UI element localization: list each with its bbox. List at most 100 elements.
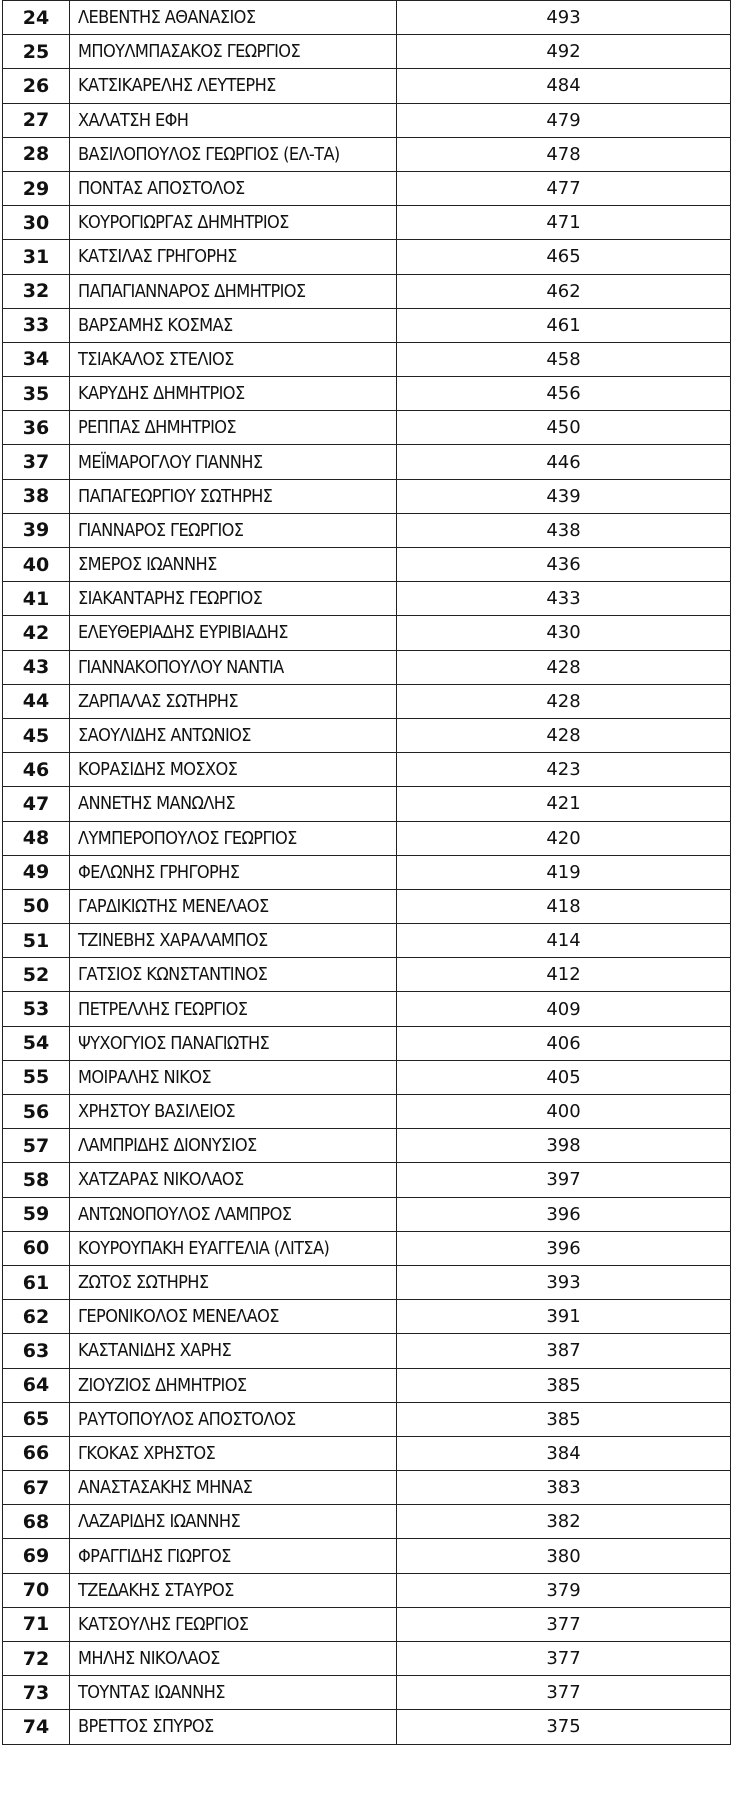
rank-cell: 29 xyxy=(2,170,70,207)
table-row: 37 ΜΕΪΜΑΡΟΓΛΟΥ ΓΙΑΝΝΗΣ 446 xyxy=(2,444,731,480)
table-row: 54 ΨΥΧΟΓΥΙΟΣ ΠΑΝΑΓΙΩΤΗΣ 406 xyxy=(2,1025,731,1061)
rank-cell: 50 xyxy=(2,888,70,925)
rank-cell: 57 xyxy=(2,1128,70,1164)
name-cell: ΑΝΝΕΤΗΣ ΜΑΝΩΛΗΣ xyxy=(69,786,397,822)
rank-cell: 73 xyxy=(2,1675,70,1711)
votes-cell: 398 xyxy=(396,1128,731,1164)
table-row: 36 ΡΕΠΠΑΣ ΔΗΜΗΤΡΙΟΣ 450 xyxy=(2,410,731,446)
votes-cell: 384 xyxy=(396,1435,731,1472)
votes-cell: 478 xyxy=(396,136,731,172)
table-row: 52 ΓΑΤΣΙΟΣ ΚΩΝΣΤΑΝΤΙΝΟΣ 412 xyxy=(2,957,731,993)
table-row: 60 ΚΟΥΡΟΥΠΑΚΗ ΕΥΑΓΓΕΛΙΑ (ΛΙΤΣΑ) 396 xyxy=(2,1230,731,1266)
table-row: 33 ΒΑΡΣΑΜΗΣ ΚΟΣΜΑΣ 461 xyxy=(2,307,731,343)
name-cell: ΒΡΕΤΤΟΣ ΣΠΥΡΟΣ xyxy=(69,1709,397,1745)
rank-cell: 33 xyxy=(2,307,70,343)
table-row: 44 ΖΑΡΠΑΛΑΣ ΣΩΤΗΡΗΣ 428 xyxy=(2,683,731,719)
votes-cell: 391 xyxy=(396,1299,731,1335)
rank-cell: 35 xyxy=(2,376,70,412)
votes-cell: 461 xyxy=(396,307,731,343)
votes-cell: 479 xyxy=(396,102,731,138)
rank-cell: 62 xyxy=(2,1299,70,1335)
table-row: 31 ΚΑΤΣΙΛΑΣ ΓΡΗΓΟΡΗΣ 465 xyxy=(2,239,731,275)
name-cell: ΣΜΕΡΟΣ ΙΩΑΝΝΗΣ xyxy=(69,546,397,583)
rank-cell: 74 xyxy=(2,1709,70,1745)
table-row: 32 ΠΑΠΑΓΙΑΝΝΑΡΟΣ ΔΗΜΗΤΡΙΟΣ 462 xyxy=(2,273,731,309)
results-table: 24 ΛΕΒΕΝΤΗΣ ΑΘΑΝΑΣΙΟΣ 493 25 ΜΠΟΥΛΜΠΑΣΑΚΟΣ Γ… xyxy=(2,0,731,1745)
name-cell: ΚΑΤΣΙΛΑΣ ΓΡΗΓΟΡΗΣ xyxy=(69,239,397,275)
rank-cell: 64 xyxy=(2,1367,70,1403)
name-cell: ΖΙΟΥΖΙΟΣ ΔΗΜΗΤΡΙΟΣ xyxy=(69,1367,397,1403)
votes-cell: 385 xyxy=(396,1401,731,1437)
name-cell: ΕΛΕΥΘΕΡΙΑΔΗΣ ΕΥΡΙΒΙΑΔΗΣ xyxy=(69,615,397,651)
rank-cell: 55 xyxy=(2,1059,70,1096)
table-row: 67 ΑΝΑΣΤΑΣΑΚΗΣ ΜΗΝΑΣ 383 xyxy=(2,1470,731,1506)
name-cell: ΦΡΑΓΓΙΔΗΣ ΓΙΩΡΓΟΣ xyxy=(69,1538,397,1574)
rank-cell: 61 xyxy=(2,1264,70,1301)
table-row: 61 ΖΩΤΟΣ ΣΩΤΗΡΗΣ 393 xyxy=(2,1264,731,1301)
rank-cell: 63 xyxy=(2,1333,70,1369)
table-row: 49 ΦΕΛΩΝΗΣ ΓΡΗΓΟΡΗΣ 419 xyxy=(2,854,731,890)
votes-cell: 433 xyxy=(396,581,731,617)
table-row: 55 ΜΟΙΡΑΛΗΣ ΝΙΚΟΣ 405 xyxy=(2,1059,731,1096)
votes-cell: 456 xyxy=(396,376,731,412)
rank-cell: 49 xyxy=(2,854,70,890)
votes-cell: 430 xyxy=(396,615,731,651)
rank-cell: 69 xyxy=(2,1538,70,1574)
table-row: 40 ΣΜΕΡΟΣ ΙΩΑΝΝΗΣ 436 xyxy=(2,546,731,583)
votes-cell: 421 xyxy=(396,786,731,822)
rank-cell: 71 xyxy=(2,1606,70,1643)
rank-cell: 53 xyxy=(2,991,70,1027)
votes-cell: 383 xyxy=(396,1470,731,1506)
rank-cell: 54 xyxy=(2,1025,70,1061)
name-cell: ΜΠΟΥΛΜΠΑΣΑΚΟΣ ΓΕΩΡΓΙΟΣ xyxy=(69,34,397,70)
rank-cell: 44 xyxy=(2,683,70,719)
votes-cell: 377 xyxy=(396,1640,731,1677)
rank-cell: 68 xyxy=(2,1504,70,1540)
table-row: 56 ΧΡΗΣΤΟΥ ΒΑΣΙΛΕΙΟΣ 400 xyxy=(2,1093,731,1130)
votes-cell: 465 xyxy=(396,239,731,275)
name-cell: ΚΑΤΣΙΚΑΡΕΛΗΣ ΛΕΥΤΕΡΗΣ xyxy=(69,68,397,104)
rank-cell: 30 xyxy=(2,205,70,241)
votes-cell: 420 xyxy=(396,820,731,856)
table-row: 72 ΜΗΛΗΣ ΝΙΚΟΛΑΟΣ 377 xyxy=(2,1640,731,1677)
votes-cell: 438 xyxy=(396,512,731,549)
name-cell: ΑΝΤΩΝΟΠΟΥΛΟΣ ΛΑΜΠΡΟΣ xyxy=(69,1196,397,1232)
name-cell: ΛΑΖΑΡΙΔΗΣ ΙΩΑΝΝΗΣ xyxy=(69,1504,397,1540)
name-cell: ΧΡΗΣΤΟΥ ΒΑΣΙΛΕΙΟΣ xyxy=(69,1093,397,1130)
name-cell: ΣΑΟΥΛΙΔΗΣ ΑΝΤΩΝΙΟΣ xyxy=(69,717,397,754)
name-cell: ΤΣΙΑΚΑΛΟΣ ΣΤΕΛΙΟΣ xyxy=(69,341,397,378)
name-cell: ΓΙΑΝΝΑΚΟΠΟΥΛΟΥ ΝΑΝΤΙΑ xyxy=(69,649,397,685)
rank-cell: 31 xyxy=(2,239,70,275)
name-cell: ΚΟΥΡΟΥΠΑΚΗ ΕΥΑΓΓΕΛΙΑ (ΛΙΤΣΑ) xyxy=(69,1230,397,1266)
name-cell: ΖΩΤΟΣ ΣΩΤΗΡΗΣ xyxy=(69,1264,397,1301)
votes-cell: 396 xyxy=(396,1196,731,1232)
table-row: 34 ΤΣΙΑΚΑΛΟΣ ΣΤΕΛΙΟΣ 458 xyxy=(2,341,731,378)
votes-cell: 380 xyxy=(396,1538,731,1574)
name-cell: ΤΖΕΔΑΚΗΣ ΣΤΑΥΡΟΣ xyxy=(69,1572,397,1608)
votes-cell: 419 xyxy=(396,854,731,890)
rank-cell: 45 xyxy=(2,717,70,754)
name-cell: ΠΕΤΡΕΛΛΗΣ ΓΕΩΡΓΙΟΣ xyxy=(69,991,397,1027)
rank-cell: 72 xyxy=(2,1640,70,1677)
table-row: 53 ΠΕΤΡΕΛΛΗΣ ΓΕΩΡΓΙΟΣ 409 xyxy=(2,991,731,1027)
table-row: 62 ΓΕΡΟΝΙΚΟΛΟΣ ΜΕΝΕΛΑΟΣ 391 xyxy=(2,1299,731,1335)
rank-cell: 28 xyxy=(2,136,70,172)
name-cell: ΓΕΡΟΝΙΚΟΛΟΣ ΜΕΝΕΛΑΟΣ xyxy=(69,1299,397,1335)
name-cell: ΡΑΥΤΟΠΟΥΛΟΣ ΑΠΟΣΤΟΛΟΣ xyxy=(69,1401,397,1437)
name-cell: ΒΑΣΙΛΟΠΟΥΛΟΣ ΓΕΩΡΓΙΟΣ (ΕΛ-ΤΑ) xyxy=(69,136,397,172)
rank-cell: 40 xyxy=(2,546,70,583)
votes-cell: 377 xyxy=(396,1675,731,1711)
table-row: 64 ΖΙΟΥΖΙΟΣ ΔΗΜΗΤΡΙΟΣ 385 xyxy=(2,1367,731,1403)
rank-cell: 59 xyxy=(2,1196,70,1232)
rank-cell: 27 xyxy=(2,102,70,138)
rank-cell: 51 xyxy=(2,923,70,959)
name-cell: ΣΙΑΚΑΝΤΑΡΗΣ ΓΕΩΡΓΙΟΣ xyxy=(69,581,397,617)
rank-cell: 67 xyxy=(2,1470,70,1506)
table-row: 42 ΕΛΕΥΘΕΡΙΑΔΗΣ ΕΥΡΙΒΙΑΔΗΣ 430 xyxy=(2,615,731,651)
votes-cell: 387 xyxy=(396,1333,731,1369)
votes-cell: 458 xyxy=(396,341,731,378)
votes-cell: 409 xyxy=(396,991,731,1027)
results-table-body: 24 ΛΕΒΕΝΤΗΣ ΑΘΑΝΑΣΙΟΣ 493 25 ΜΠΟΥΛΜΠΑΣΑΚΟΣ Γ… xyxy=(2,0,731,1745)
table-row: 43 ΓΙΑΝΝΑΚΟΠΟΥΛΟΥ ΝΑΝΤΙΑ 428 xyxy=(2,649,731,685)
name-cell: ΓΚΟΚΑΣ ΧΡΗΣΤΟΣ xyxy=(69,1435,397,1472)
